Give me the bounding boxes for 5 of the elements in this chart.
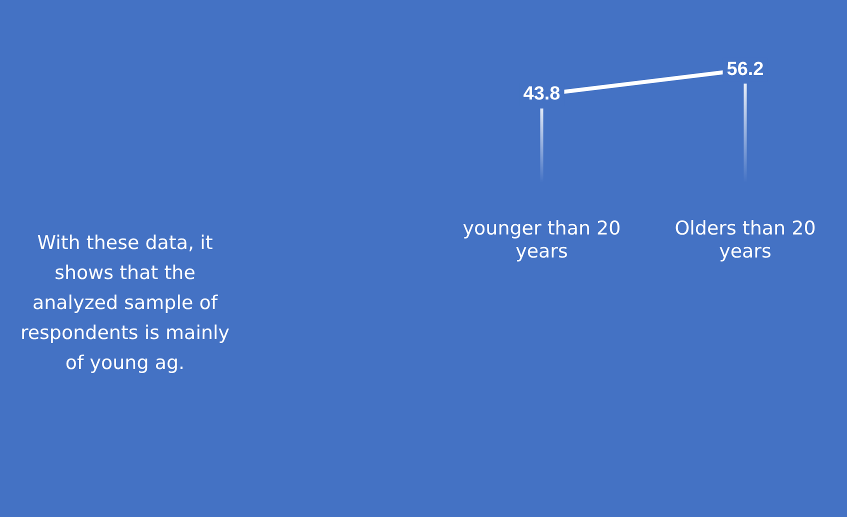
text: With these data, it shows that the analyzed sample of respondents is mainly of young ag.: [19, 231, 231, 376]
data-label: 56.2: [726, 58, 764, 80]
x-tick-label: younger than 20 years: [462, 218, 621, 263]
x-tick-label: Olders than 20 years: [674, 218, 816, 263]
data-label: 43.8: [523, 84, 560, 105]
